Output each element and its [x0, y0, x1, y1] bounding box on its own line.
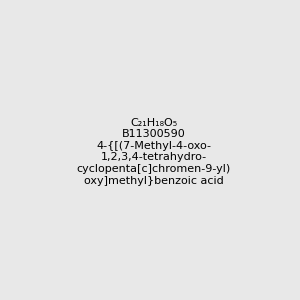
Text: C₂₁H₁₈O₅
B11300590
4-{[(7-Methyl-4-oxo-
1,2,3,4-tetrahydro-
cyclopenta[c]chromen: C₂₁H₁₈O₅ B11300590 4-{[(7-Methyl-4-oxo- … — [76, 118, 231, 185]
